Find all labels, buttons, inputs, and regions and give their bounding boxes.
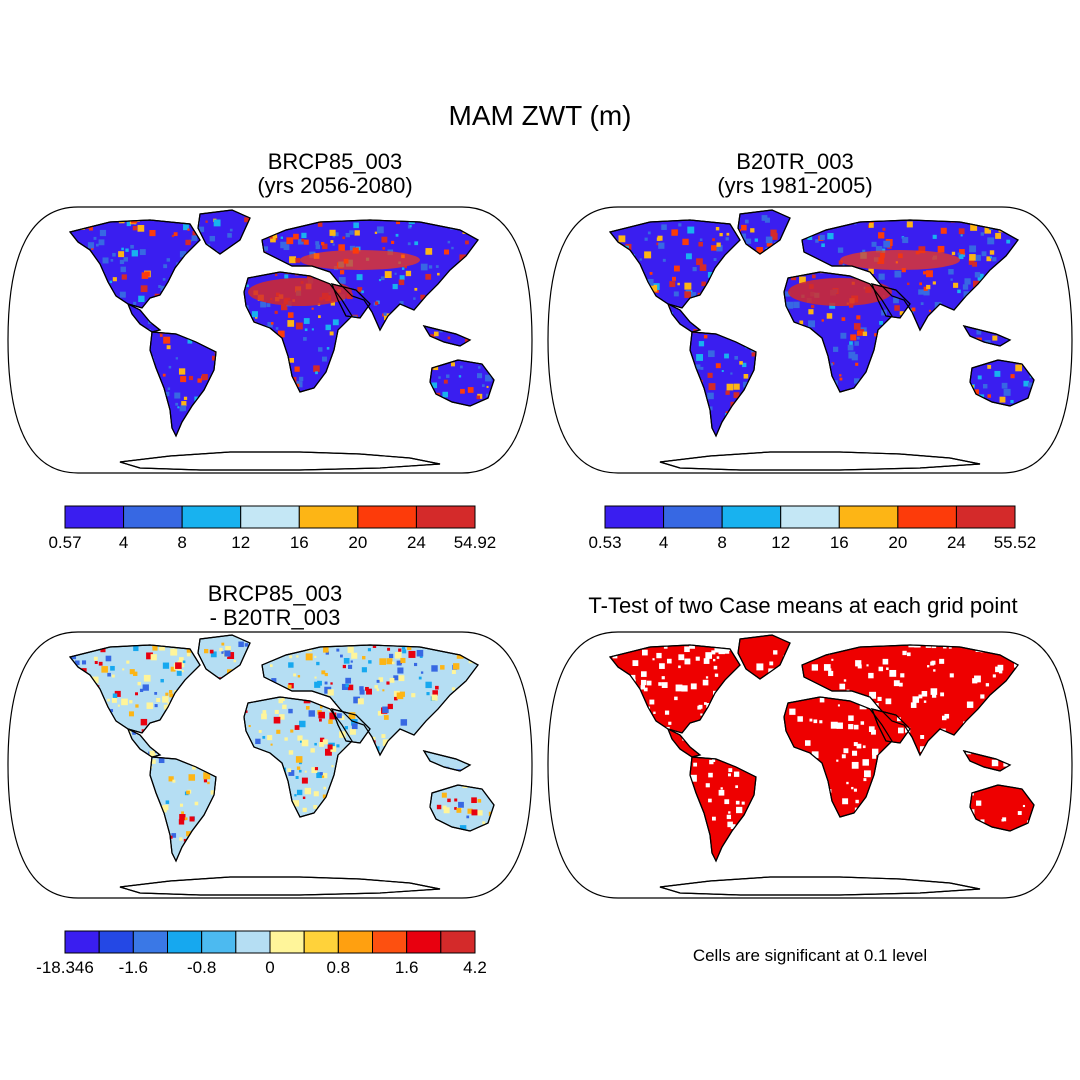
colorbar-bin bbox=[64, 930, 100, 954]
colorbar-bin bbox=[406, 930, 442, 954]
colorbar-bin bbox=[235, 930, 271, 954]
colorbar-bin bbox=[440, 930, 476, 954]
colorbar-label: 1.6 bbox=[395, 958, 419, 977]
colorbar-label: 16 bbox=[830, 533, 849, 552]
colorbar-bin bbox=[337, 930, 374, 954]
colorbar-bin bbox=[201, 930, 237, 954]
panel-title-future: BRCP85_003 (yrs 2056-2080) bbox=[150, 150, 520, 198]
colorbar-bin bbox=[604, 505, 665, 529]
colorbar-label: 4 bbox=[119, 533, 128, 552]
colorbar-bin bbox=[415, 505, 476, 529]
panel-title-line1: T-Test of two Case means at each grid po… bbox=[588, 593, 1018, 618]
colorbar-label: 0.8 bbox=[327, 958, 351, 977]
colorbar-bin bbox=[298, 505, 359, 529]
colorbar-bin bbox=[955, 505, 1016, 529]
panel-title-line2: (yrs 1981-2005) bbox=[717, 173, 873, 198]
colorbar-label: 20 bbox=[348, 533, 367, 552]
colorbar-label: -1.6 bbox=[119, 958, 148, 977]
colorbar-label: -0.8 bbox=[187, 958, 216, 977]
panel-title-difference: BRCP85_003 - B20TR_003 bbox=[110, 582, 440, 630]
colorbar-label: 8 bbox=[717, 533, 726, 552]
ttest-note: Cells are significant at 0.1 level bbox=[692, 946, 928, 965]
colorbar-bin bbox=[372, 930, 408, 954]
panel-title-line2: - B20TR_003 bbox=[209, 605, 341, 630]
colorbar-future: 0.57 4 8 12 16 20 24 54.92 bbox=[48, 505, 497, 552]
colorbar-label: -18.346 bbox=[36, 958, 94, 977]
colorbar-bin bbox=[181, 505, 242, 529]
map-historical bbox=[547, 206, 1073, 474]
colorbar-label: 20 bbox=[888, 533, 907, 552]
colorbar-bin bbox=[132, 930, 169, 954]
colorbar-bin bbox=[240, 505, 300, 529]
colorbar-label: 24 bbox=[947, 533, 966, 552]
colorbar-label: 12 bbox=[231, 533, 250, 552]
colorbar-label: 4.2 bbox=[463, 958, 487, 977]
colorbar-label: 12 bbox=[771, 533, 790, 552]
map-border bbox=[547, 631, 1073, 899]
colorbar-label: 4 bbox=[659, 533, 668, 552]
colorbar-difference: -18.346 -1.6 -0.8 0 0.8 1.6 4.2 bbox=[36, 930, 487, 977]
panel-title-historical: B20TR_003 (yrs 1981-2005) bbox=[560, 150, 1030, 198]
colorbar-bin bbox=[780, 505, 840, 529]
map-border bbox=[7, 206, 533, 474]
colorbar-historical: 0.53 4 8 12 16 20 24 55.52 bbox=[588, 505, 1037, 552]
colorbar-bin bbox=[897, 505, 957, 529]
colorbar-bin bbox=[303, 930, 339, 954]
map-ttest bbox=[547, 631, 1073, 899]
colorbar-bin bbox=[269, 930, 305, 954]
panel-title-ttest: T-Test of two Case means at each grid po… bbox=[548, 594, 1058, 618]
panel-title-line1: B20TR_003 bbox=[736, 149, 854, 174]
map-future bbox=[7, 206, 533, 474]
map-border bbox=[7, 631, 533, 899]
colorbar-bin bbox=[167, 930, 203, 954]
colorbar-bin bbox=[123, 505, 183, 529]
colorbar-bin bbox=[64, 505, 125, 529]
map-border bbox=[547, 206, 1073, 474]
panel-title-line1: BRCP85_003 bbox=[207, 581, 343, 606]
panel-title-line1: BRCP85_003 bbox=[267, 149, 403, 174]
figure-title: MAM ZWT (m) bbox=[448, 100, 632, 131]
colorbar-bin bbox=[721, 505, 782, 529]
colorbar-label: 16 bbox=[290, 533, 309, 552]
colorbar-label: 24 bbox=[407, 533, 426, 552]
colorbar-label: 0.53 bbox=[588, 533, 621, 552]
colorbar-label: 55.52 bbox=[994, 533, 1037, 552]
panel-title-line2: (yrs 2056-2080) bbox=[257, 173, 413, 198]
colorbar-bin bbox=[357, 505, 417, 529]
colorbar-bin bbox=[98, 930, 134, 954]
colorbar-label: 54.92 bbox=[454, 533, 497, 552]
colorbar-bin bbox=[838, 505, 899, 529]
colorbar-label: 0 bbox=[265, 958, 274, 977]
colorbar-label: 8 bbox=[177, 533, 186, 552]
colorbar-bin bbox=[663, 505, 723, 529]
map-difference bbox=[7, 631, 533, 899]
colorbar-label: 0.57 bbox=[48, 533, 81, 552]
